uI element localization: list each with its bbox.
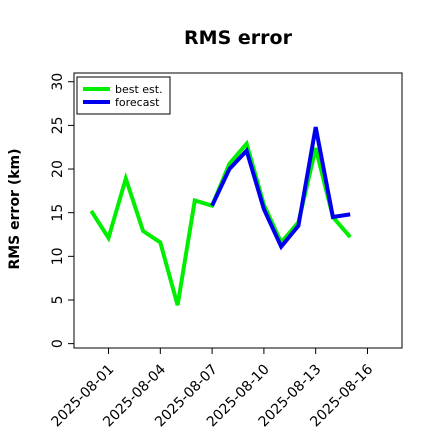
y-tick-label: 30 xyxy=(50,73,66,91)
x-axis: 2025-08-012025-08-042025-08-072025-08-10… xyxy=(49,348,376,430)
legend-box xyxy=(76,76,171,115)
y-tick-label: 20 xyxy=(50,160,66,178)
y-axis-label: RMS error (km) xyxy=(7,148,23,269)
y-axis: 0 5 10 15 20 25 30 xyxy=(50,73,74,348)
legend: best est.forecast xyxy=(76,76,171,115)
y-tick-label: 10 xyxy=(50,247,66,265)
series-line-forecast xyxy=(210,126,351,251)
legend-label: best est. xyxy=(115,83,163,96)
series-line-best-est xyxy=(89,139,352,306)
y-tick-label: 0 xyxy=(50,339,66,348)
chart-title: RMS error xyxy=(184,27,293,49)
legend-label: forecast xyxy=(115,96,160,109)
series-group xyxy=(89,126,352,306)
plot-area-frame xyxy=(73,72,403,349)
y-tick-label: 15 xyxy=(50,204,66,222)
y-tick-label: 25 xyxy=(50,116,66,134)
y-tick-label: 5 xyxy=(50,296,66,305)
